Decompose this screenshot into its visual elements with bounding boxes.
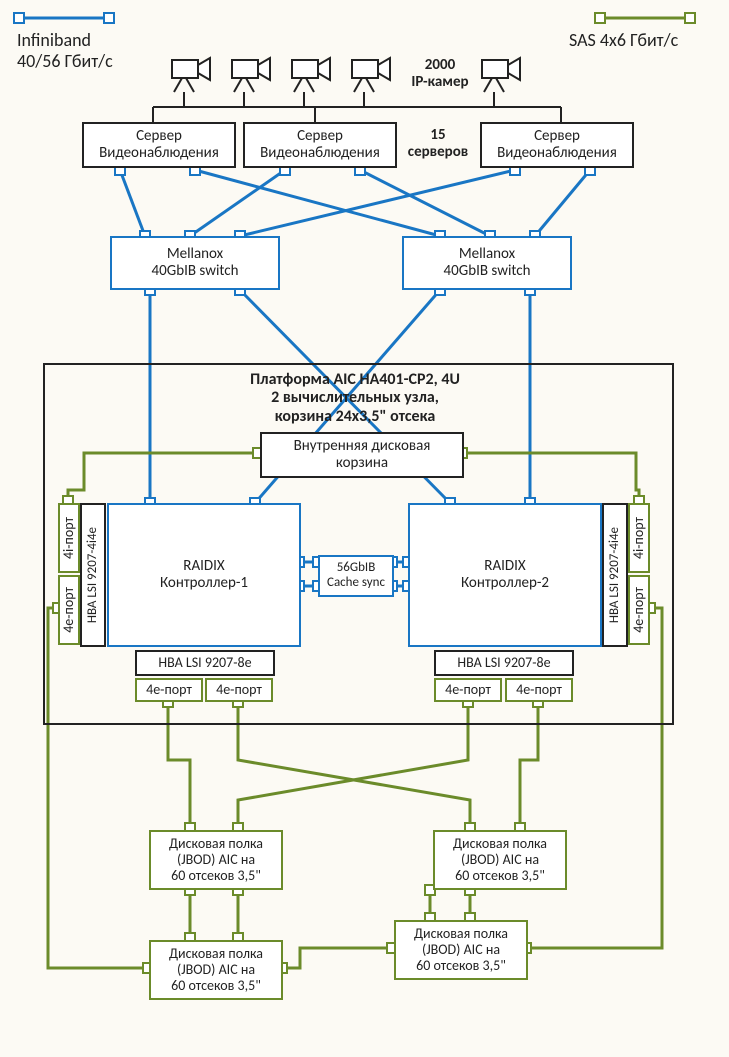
jbod-1: Дисковая полка(JBOD) AIC на60 отсеков 3,… [149,830,283,890]
hba-side-right-port-e: 4e-порт [628,575,650,645]
server-box-3: Сервер Видеонаблюдения [480,122,634,168]
controller-2: RAIDIX Контроллер-2 [408,503,602,647]
hba-bottom-1-port-1: 4e-порт [135,678,203,702]
hba-bottom-2-port-1: 4e-порт [434,678,502,702]
switch-box-2: Mellanox 40GbIB switch [402,236,572,290]
hba-side-left-port-e: 4e-порт [58,575,80,645]
legend-sas-label: SAS 4x6 Гбит/с [569,30,709,51]
cache-sync-box: 56GbIB Cache sync [318,555,394,597]
hba-side-left: HBA LSI 9207-4i4e [80,503,106,647]
disk-basket: Внутренняя дисковаякорзина [260,432,464,478]
legend-infiniband-label: Infiniband40/56 Гбит/с [17,30,147,71]
hba-side-left-port-i: 4i-порт [58,503,80,573]
hba-bottom-1-port-2: 4e-порт [205,678,273,702]
server-box-2: Сервер Видеонаблюдения [243,122,397,168]
cameras-count-label: 2000IP-камер [400,57,480,92]
hba-side-right-port-i: 4i-порт [628,503,650,573]
hba-bottom-2-port-2: 4e-порт [505,678,573,702]
jbod-4: Дисковая полка(JBOD) AIC на60 отсеков 3,… [394,920,528,980]
switch-box-1: Mellanox 40GbIB switch [110,236,280,290]
controller-1: RAIDIX Контроллер-1 [107,503,301,647]
hba-bottom-1: HBA LSI 9207-8e [135,650,275,676]
jbod-3: Дисковая полка(JBOD) AIC на60 отсеков 3,… [149,940,283,1000]
hba-side-right: HBA LSI 9207-4i4e [602,503,628,647]
platform-title: Платформа AIC HA401-CP2, 4U2 вычислитель… [180,371,530,426]
server-box-1: Сервер Видеонаблюдения [82,122,236,168]
jbod-2: Дисковая полка(JBOD) AIC на60 отсеков 3,… [433,830,567,890]
servers-count-label: 15серверов [398,127,478,162]
hba-bottom-2: HBA LSI 9207-8e [434,650,574,676]
